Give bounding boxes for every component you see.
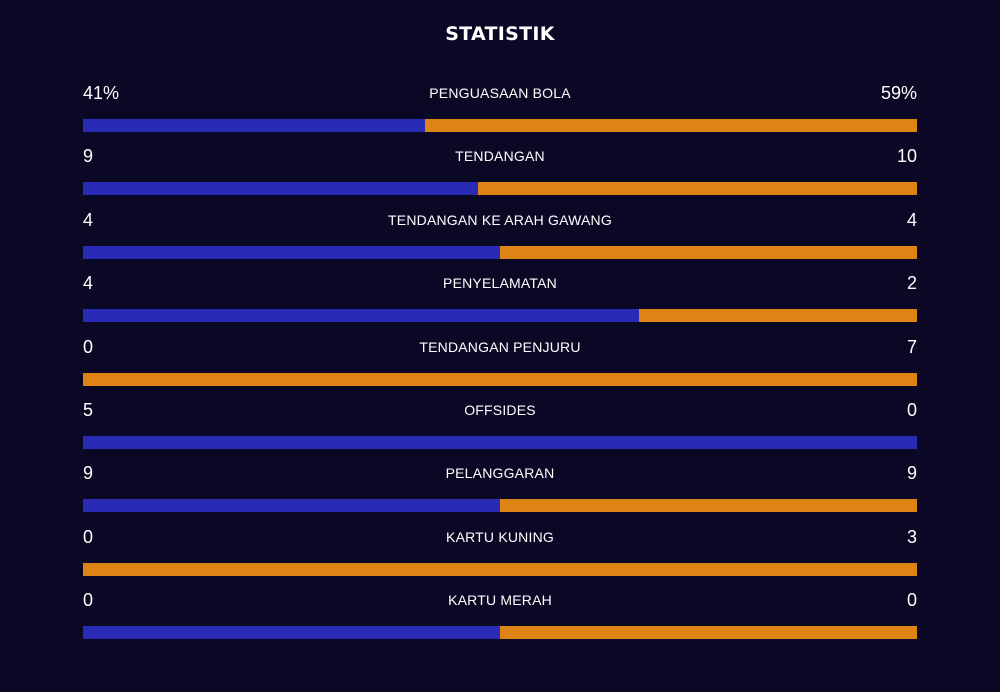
- home-bar: [83, 626, 500, 640]
- away-value: 7: [906, 336, 917, 357]
- home-value: 4: [83, 273, 94, 294]
- stat-label: KARTU KUNING: [446, 528, 554, 545]
- home-value: 41%: [83, 83, 120, 103]
- stat-label: PENYELAMATAN: [443, 275, 557, 292]
- away-bar: [424, 119, 917, 132]
- away-bar: [500, 499, 917, 513]
- home-value: 9: [83, 146, 94, 167]
- stat-row-corners: 0 TENDANGAN PENJURU 7: [83, 335, 917, 398]
- home-value: 5: [83, 399, 94, 420]
- stat-row-saves: 4 PENYELAMATAN 2: [83, 271, 917, 334]
- home-bar: [83, 182, 479, 196]
- stat-label: TENDANGAN PENJURU: [419, 338, 581, 355]
- away-value: 9: [906, 463, 917, 484]
- away-value: 4: [906, 209, 917, 230]
- stat-bar: [83, 372, 917, 386]
- home-value: 9: [83, 463, 94, 484]
- stat-bar: [83, 309, 917, 323]
- away-bar: [83, 562, 917, 576]
- home-bar: [83, 435, 917, 449]
- stat-label: TENDANGAN KE ARAH GAWANG: [388, 211, 612, 228]
- stat-row-shots: 9 TENDANGAN 10: [83, 144, 917, 207]
- home-value: 4: [83, 209, 94, 230]
- stat-label: PELANGGARAN: [445, 465, 555, 482]
- away-value: 0: [906, 399, 917, 420]
- home-value: 0: [83, 336, 94, 357]
- away-bar: [83, 372, 917, 386]
- page-title: STATISTIK: [445, 23, 555, 45]
- away-value: 59%: [880, 83, 917, 103]
- stat-row-possession: 41% PENGUASAAN BOLA 59%: [83, 81, 917, 144]
- stat-bar: [83, 626, 917, 640]
- home-bar: [83, 499, 500, 513]
- stat-label: TENDANGAN: [455, 148, 545, 165]
- home-value: 0: [83, 590, 94, 611]
- away-value: 3: [906, 526, 917, 547]
- stat-label: KARTU MERAH: [448, 592, 552, 609]
- home-bar: [83, 119, 425, 132]
- stat-label: OFFSIDES: [464, 401, 536, 418]
- stat-row-red-cards: 0 KARTU MERAH 0: [83, 588, 917, 651]
- stat-bar: [83, 435, 917, 449]
- away-bar: [639, 309, 917, 323]
- stat-bar: [83, 499, 917, 513]
- home-bar: [83, 245, 500, 259]
- away-bar: [500, 245, 917, 259]
- stat-row-offsides: 5 OFFSIDES 0: [83, 398, 917, 461]
- away-bar: [500, 626, 917, 640]
- stats-list: 41% PENGUASAAN BOLA 59% 9 TENDANGAN 10: [83, 81, 917, 652]
- stat-label: PENGUASAAN BOLA: [429, 85, 571, 101]
- away-value: 2: [906, 273, 917, 294]
- stat-row-fouls: 9 PELANGGARAN 9: [83, 461, 917, 524]
- away-bar: [478, 182, 917, 196]
- away-value: 0: [906, 590, 917, 611]
- stat-row-shots-on-target: 4 TENDANGAN KE ARAH GAWANG 4: [83, 208, 917, 271]
- stat-bar: [83, 562, 917, 576]
- stat-row-yellow-cards: 0 KARTU KUNING 3: [83, 525, 917, 588]
- stat-bar: [83, 245, 917, 259]
- away-value: 10: [896, 146, 917, 167]
- home-bar: [83, 309, 640, 323]
- stat-bar: [83, 119, 917, 132]
- home-value: 0: [83, 526, 94, 547]
- stat-bar: [83, 182, 917, 196]
